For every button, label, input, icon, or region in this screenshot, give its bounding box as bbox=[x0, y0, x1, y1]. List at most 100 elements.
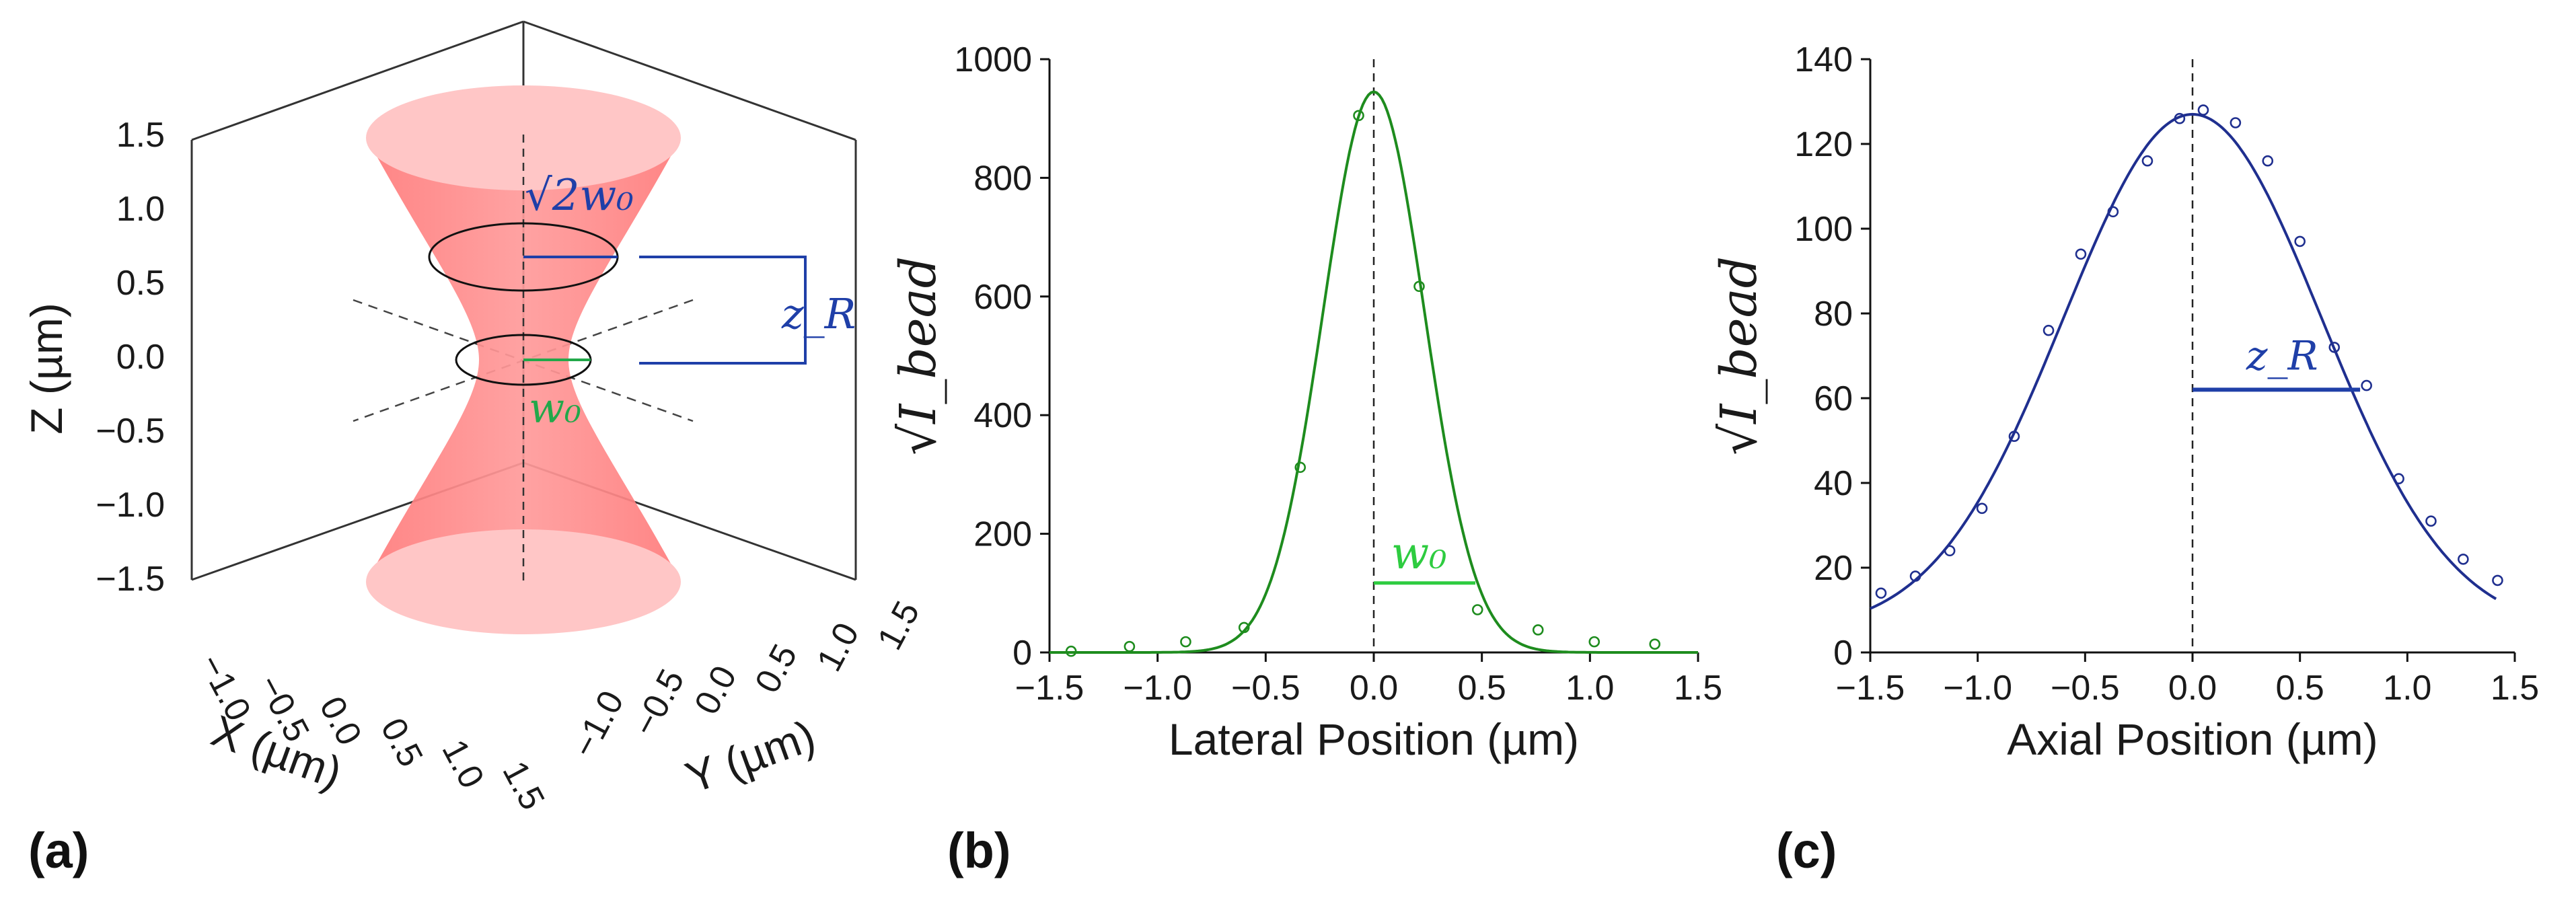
x-tick-label: −1.0 bbox=[1943, 669, 2012, 708]
y-axis-title-text: √I_bead bbox=[1710, 256, 1768, 455]
w0-label: w₀ bbox=[529, 383, 581, 432]
box-edge bbox=[191, 20, 524, 141]
x-axis-title: Lateral Position (µm) bbox=[1169, 714, 1579, 764]
z-tick: 1.0 bbox=[116, 190, 165, 229]
y-tick-label: 140 bbox=[1794, 40, 1853, 79]
x-tick: 0.5 bbox=[373, 712, 430, 773]
y-axis-label: Y (µm) bbox=[679, 710, 821, 802]
y-tick-label: 80 bbox=[1814, 295, 1853, 334]
data-point bbox=[1180, 636, 1191, 648]
data-point bbox=[1353, 110, 1364, 122]
x-tick-label: −0.5 bbox=[1231, 669, 1300, 708]
y-tick-label: 0 bbox=[1833, 634, 1853, 673]
data-point bbox=[1471, 604, 1483, 615]
fit-curve bbox=[1050, 90, 1698, 654]
data-point bbox=[2174, 112, 2186, 124]
y-tick-label: 120 bbox=[1794, 125, 1853, 164]
y-tick-label: 200 bbox=[973, 515, 1032, 554]
x-tick-label: 0.5 bbox=[1458, 669, 1506, 708]
w0-annotation: w₀ bbox=[1391, 527, 1447, 579]
data-point bbox=[2262, 155, 2274, 167]
z-tick-labels: 1.5 1.0 0.5 0.0 −0.5 −1.0 −1.5 bbox=[96, 116, 165, 599]
x-tick-label: −1.5 bbox=[1836, 669, 1905, 708]
data-point bbox=[2230, 117, 2242, 128]
panel-a-beam-3d: √2w₀ w₀ z_R 1.5 1.0 0.5 0.0 −0.5 −1.0 −1… bbox=[22, 20, 928, 878]
y-tick: 0.5 bbox=[747, 638, 805, 700]
y-tick: 1.5 bbox=[870, 595, 927, 656]
data-point bbox=[2492, 574, 2503, 587]
data-point bbox=[2008, 430, 2020, 443]
x-tick-label: −0.5 bbox=[2051, 669, 2120, 708]
y-tick: 1.0 bbox=[809, 617, 867, 678]
y-tick: −0.5 bbox=[625, 663, 692, 743]
data-point bbox=[2141, 155, 2154, 167]
box-edge bbox=[523, 20, 856, 141]
y-axis-title: √I_bead bbox=[1710, 256, 1768, 455]
data-point bbox=[2075, 248, 2087, 260]
z-axis-label: Z (µm) bbox=[22, 303, 71, 435]
x-axis-title: Axial Position (µm) bbox=[2007, 714, 2378, 764]
y-tick-label: 60 bbox=[1814, 379, 1853, 418]
data-point bbox=[1649, 638, 1661, 650]
data-point bbox=[2197, 104, 2209, 116]
panel-b-lateral-profile: 0 200 400 600 800 1000 −1.5 −1.0 −0.5 0.0 0.5 1.0 1.… bbox=[889, 40, 1722, 764]
z-tick: −1.5 bbox=[96, 560, 165, 599]
y-tick-label: 400 bbox=[973, 396, 1032, 435]
x-tick-label: 1.5 bbox=[2491, 669, 2539, 708]
y-tick-label: 100 bbox=[1794, 210, 1853, 249]
data-point bbox=[2425, 515, 2437, 527]
x-tick-label: −1.0 bbox=[1123, 669, 1192, 708]
y-axis-title: √I_bead bbox=[889, 256, 947, 455]
data-point bbox=[2361, 379, 2372, 391]
panel-c-label: (c) bbox=[1776, 823, 1837, 878]
data-point bbox=[1944, 545, 1956, 557]
data-point bbox=[1532, 624, 1544, 636]
data-point bbox=[1124, 640, 1136, 652]
data-point bbox=[1909, 570, 1921, 582]
data-point bbox=[1238, 622, 1250, 634]
data-point bbox=[2294, 235, 2306, 248]
y-tick-label: 600 bbox=[973, 278, 1032, 317]
z-tick: 1.5 bbox=[116, 116, 165, 155]
x-tick-label: 1.0 bbox=[2383, 669, 2431, 708]
rayleigh-bracket bbox=[639, 256, 807, 365]
x-tick-label: 1.5 bbox=[1674, 669, 1722, 708]
panel-a-label: (a) bbox=[28, 823, 89, 878]
data-point bbox=[2043, 324, 2055, 336]
data-point bbox=[1294, 461, 1307, 474]
data-point bbox=[2107, 206, 2119, 218]
x-tick-label: 0.5 bbox=[2276, 669, 2324, 708]
y-tick: 0.0 bbox=[687, 660, 744, 721]
x-tick-label: 0.0 bbox=[2168, 669, 2217, 708]
panel-c-axial-profile: 0 20 40 60 80 100 120 140 −1.5 −1.0 −0.5 0.0 0.5 1.0 1… bbox=[1710, 40, 2539, 764]
data-point bbox=[2393, 473, 2404, 485]
data-point bbox=[2328, 342, 2341, 353]
fit-curve bbox=[1870, 112, 2497, 610]
x-tick: 1.5 bbox=[494, 755, 552, 816]
panel-b-label: (b) bbox=[947, 823, 1011, 878]
y-tick-label: 800 bbox=[973, 159, 1032, 198]
zr-annotation: z_R bbox=[2246, 332, 2318, 379]
y-axis-title-text: √I_bead bbox=[889, 256, 947, 455]
z-tick: −1.0 bbox=[96, 486, 165, 525]
data-point bbox=[1588, 636, 1600, 648]
y-tick: −1.0 bbox=[564, 685, 631, 764]
data-point bbox=[1976, 502, 1988, 515]
sqrt2-w0-label: √2w₀ bbox=[525, 171, 634, 221]
data-point bbox=[1413, 280, 1425, 293]
y-tick-label: 20 bbox=[1814, 549, 1853, 588]
x-tick-label: −1.5 bbox=[1015, 669, 1084, 708]
z-tick: 0.5 bbox=[116, 264, 165, 303]
x-tick: 1.0 bbox=[434, 733, 491, 794]
data-point bbox=[2458, 554, 2469, 565]
x-tick-label: 1.0 bbox=[1566, 669, 1614, 708]
y-tick-label: 1000 bbox=[954, 40, 1032, 79]
rayleigh-label: z_R bbox=[781, 289, 856, 338]
y-tick-label: 40 bbox=[1814, 464, 1853, 503]
z-tick: 0.0 bbox=[116, 338, 165, 377]
x-tick-label: 0.0 bbox=[1350, 669, 1398, 708]
z-tick: −0.5 bbox=[96, 412, 165, 451]
data-point bbox=[1065, 645, 1077, 657]
y-tick-label: 0 bbox=[1013, 634, 1032, 673]
